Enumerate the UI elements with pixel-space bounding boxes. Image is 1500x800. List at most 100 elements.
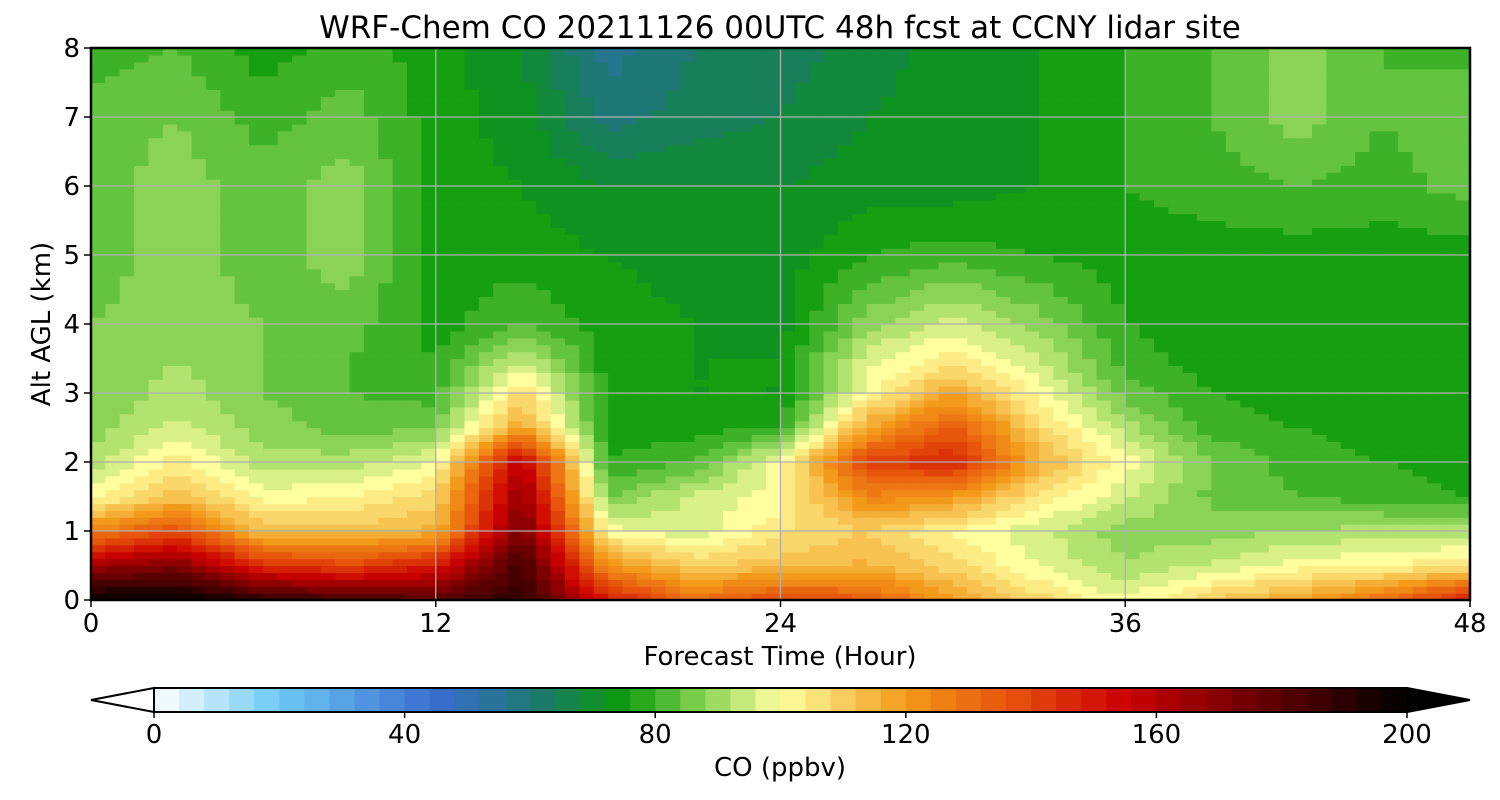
- heatmap-cell: [708, 289, 724, 297]
- heatmap-cell: [1355, 255, 1371, 263]
- heatmap-cell: [1053, 275, 1069, 284]
- heatmap-cell: [191, 386, 207, 394]
- heatmap-cell: [1125, 462, 1141, 470]
- heatmap-cell: [134, 289, 150, 297]
- heatmap-cell: [895, 586, 911, 594]
- heatmap-cell: [1455, 379, 1471, 387]
- heatmap-cell: [450, 448, 466, 456]
- heatmap-cell: [823, 303, 839, 311]
- heatmap-cell: [1426, 462, 1442, 470]
- heatmap-cell: [665, 448, 681, 456]
- heatmap-cell: [249, 393, 264, 401]
- heatmap-cell: [651, 413, 667, 422]
- heatmap-cell: [780, 303, 796, 311]
- heatmap-cell: [349, 255, 365, 263]
- heatmap-cell: [708, 434, 724, 442]
- heatmap-cell: [134, 441, 150, 449]
- heatmap-cell: [895, 427, 911, 435]
- heatmap-cell: [924, 365, 940, 373]
- heatmap-cell: [1153, 379, 1169, 387]
- heatmap-cell: [134, 296, 150, 304]
- heatmap-cell: [91, 462, 106, 470]
- heatmap-cell: [565, 372, 580, 380]
- heatmap-cell: [134, 489, 150, 498]
- heatmap-cell: [292, 544, 308, 553]
- heatmap-cell: [995, 324, 1011, 332]
- heatmap-cell: [1110, 517, 1126, 525]
- heatmap-cell: [823, 399, 839, 408]
- heatmap-cell: [1067, 296, 1083, 304]
- heatmap-cell: [1240, 510, 1256, 518]
- heatmap-cell: [1096, 475, 1112, 484]
- heatmap-cell: [579, 282, 595, 291]
- heatmap-cell: [1340, 558, 1356, 567]
- heatmap-cell: [995, 358, 1011, 366]
- heatmap-cell: [191, 551, 207, 560]
- heatmap-cell: [1254, 248, 1270, 256]
- heatmap-cell: [134, 365, 150, 373]
- heatmap-cell: [579, 517, 595, 525]
- heatmap-cell: [952, 317, 968, 325]
- heatmap-cell: [1326, 572, 1342, 580]
- heatmap-cell: [119, 496, 135, 504]
- heatmap-cell: [1426, 524, 1442, 532]
- heatmap-cell: [1326, 482, 1342, 491]
- heatmap-cell: [909, 261, 925, 270]
- heatmap-cell: [1096, 406, 1112, 415]
- heatmap-cell: [1110, 510, 1126, 518]
- heatmap-cell: [392, 434, 408, 442]
- heatmap-cell: [148, 551, 164, 560]
- heatmap-cell: [866, 427, 882, 435]
- heatmap-cell: [349, 586, 365, 594]
- heatmap-cell: [981, 310, 997, 318]
- heatmap-cell: [852, 482, 868, 491]
- heatmap-cell: [866, 482, 882, 491]
- heatmap-cell: [536, 503, 552, 511]
- heatmap-cell: [952, 413, 968, 422]
- heatmap-cell: [464, 510, 480, 518]
- heatmap-cell: [1211, 572, 1227, 580]
- heatmap-cell: [565, 475, 580, 484]
- heatmap-cell: [464, 310, 480, 318]
- heatmap-cell: [263, 399, 279, 408]
- heatmap-cell: [1441, 503, 1457, 511]
- heatmap-cell: [1139, 296, 1155, 304]
- heatmap-cell: [1426, 496, 1442, 504]
- heatmap-cell: [723, 393, 738, 401]
- heatmap-cell: [119, 537, 135, 546]
- heatmap-cell: [249, 517, 264, 525]
- heatmap-cell: [1340, 531, 1356, 539]
- heatmap-cell: [924, 261, 940, 270]
- heatmap-cell: [1268, 455, 1284, 463]
- heatmap-cell: [1412, 510, 1428, 518]
- heatmap-cell: [407, 393, 422, 401]
- heatmap-cell: [1240, 448, 1256, 456]
- heatmap-cell: [1383, 420, 1399, 429]
- heatmap-cell: [1254, 441, 1270, 449]
- heatmap-cell: [737, 317, 753, 325]
- heatmap-cell: [881, 399, 897, 408]
- heatmap-cell: [234, 434, 250, 442]
- heatmap-cell: [407, 593, 422, 601]
- heatmap-cell: [694, 248, 710, 256]
- heatmap-cell: [881, 324, 897, 332]
- heatmap-cell: [177, 296, 193, 304]
- heatmap-cell: [550, 448, 566, 456]
- heatmap-cell: [780, 399, 796, 408]
- heatmap-cell: [1197, 531, 1213, 539]
- heatmap-cell: [306, 434, 322, 442]
- heatmap-cell: [1211, 510, 1227, 518]
- heatmap-cell: [1340, 489, 1356, 498]
- heatmap-cell: [938, 261, 954, 270]
- heatmap-cell: [608, 358, 624, 366]
- heatmap-cell: [723, 572, 738, 580]
- heatmap-cell: [708, 579, 724, 587]
- heatmap-cell: [320, 455, 336, 463]
- heatmap-cell: [995, 261, 1011, 270]
- heatmap-cell: [837, 310, 853, 318]
- heatmap-cell: [234, 303, 250, 311]
- heatmap-cell: [1297, 241, 1313, 249]
- heatmap-cell: [1326, 399, 1342, 408]
- heatmap-cell: [938, 593, 954, 601]
